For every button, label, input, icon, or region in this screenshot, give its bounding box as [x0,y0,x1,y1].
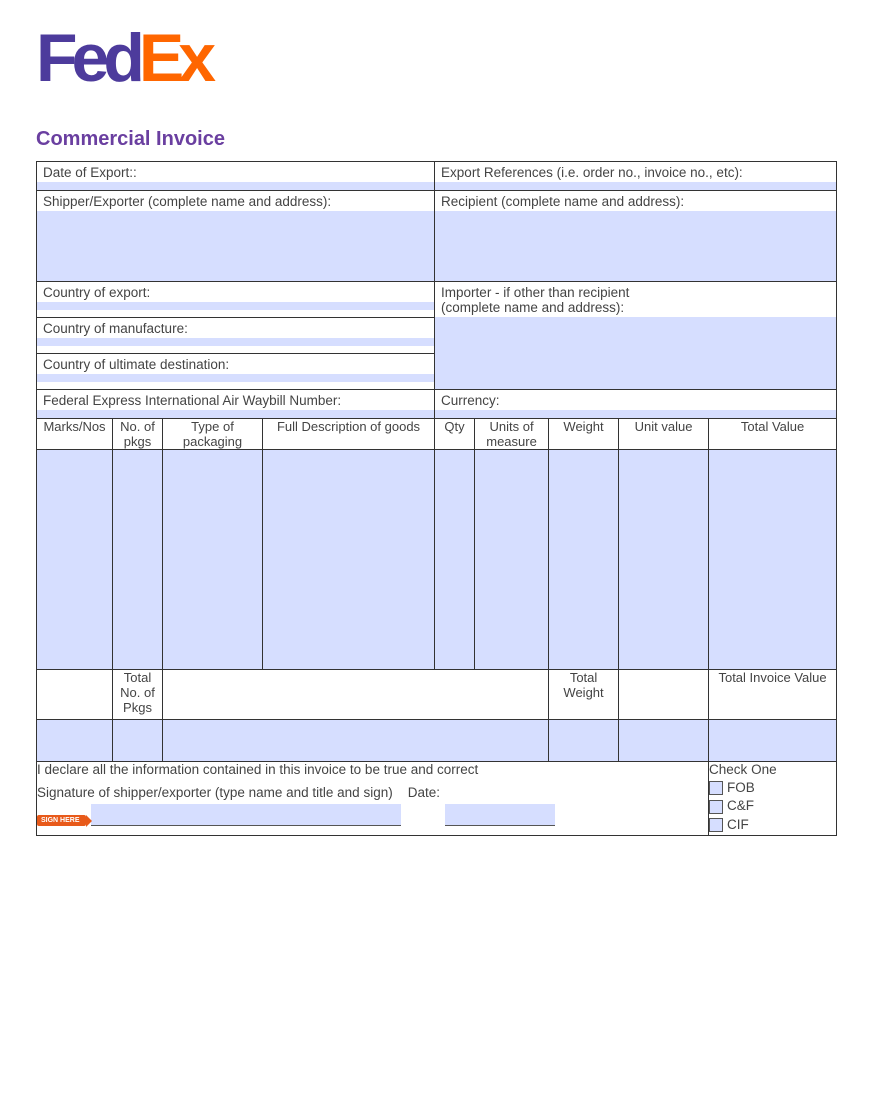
col-no-pkgs: No. of pkgs [113,418,163,449]
label-recipient: Recipient (complete name and address): [435,191,836,211]
input-country-destination[interactable] [37,374,434,382]
declaration-text: I declare all the information contained … [37,762,708,777]
input-shipper[interactable] [37,211,434,281]
input-full-desc[interactable] [263,449,435,669]
items-header-row: Marks/Nos No. of pkgs Type of packaging … [37,418,837,449]
date-label: Date: [408,785,440,800]
input-total-pkgs[interactable] [113,719,163,761]
input-export-references[interactable] [435,182,836,190]
input-totals-1[interactable] [37,719,113,761]
input-no-pkgs[interactable] [113,449,163,669]
input-awb[interactable] [37,410,434,418]
totals-label-row: Total No. of Pkgs Total Weight Total Inv… [37,669,837,719]
label-country-export: Country of export: [37,282,434,302]
label-total-pkgs: Total No. of Pkgs [113,669,163,719]
input-date[interactable] [445,804,555,826]
fedex-logo: FedEx [36,30,838,88]
check-one-cell: Check One FOB C&F CIF [709,761,837,835]
input-units[interactable] [475,449,549,669]
label-fob: FOB [727,780,755,795]
label-currency: Currency: [435,390,836,410]
input-unit-value[interactable] [619,449,709,669]
label-importer: Importer - if other than recipient (comp… [435,282,836,317]
label-cif: CIF [727,817,749,832]
label-export-references: Export References (i.e. order no., invoi… [435,162,836,182]
col-units: Units of measure [475,418,549,449]
check-one-title: Check One [709,762,836,777]
input-country-manufacture[interactable] [37,338,434,346]
col-type-pkg: Type of packaging [163,418,263,449]
label-importer-line2: (complete name and address): [441,300,624,315]
logo-ex: Ex [139,20,210,96]
input-total-invoice[interactable] [709,719,837,761]
items-body-row [37,449,837,669]
col-qty: Qty [435,418,475,449]
col-weight: Weight [549,418,619,449]
input-date-of-export[interactable] [37,182,434,190]
input-currency[interactable] [435,410,836,418]
input-total-value[interactable] [709,449,837,669]
input-importer[interactable] [435,317,836,389]
label-shipper: Shipper/Exporter (complete name and addr… [37,191,434,211]
checkbox-cif[interactable] [709,818,723,832]
input-type-pkg[interactable] [163,449,263,669]
input-total-weight[interactable] [549,719,619,761]
col-full-desc: Full Description of goods [263,418,435,449]
totals-value-row [37,719,837,761]
col-total-value: Total Value [709,418,837,449]
checkbox-fob[interactable] [709,781,723,795]
checkbox-cf[interactable] [709,800,723,814]
input-totals-mid[interactable] [163,719,549,761]
logo-fed: Fed [36,20,139,96]
label-total-invoice: Total Invoice Value [709,669,837,719]
label-date-of-export: Date of Export:: [37,162,434,182]
signature-label: Signature of shipper/exporter (type name… [37,785,393,800]
declaration-cell: I declare all the information contained … [37,761,709,835]
input-country-export[interactable] [37,302,434,310]
label-country-manufacture: Country of manufacture: [37,318,434,338]
input-recipient[interactable] [435,211,836,281]
invoice-form: Date of Export:: Export References (i.e.… [36,161,837,836]
label-awb: Federal Express International Air Waybil… [37,390,434,410]
input-totals-unit[interactable] [619,719,709,761]
input-qty[interactable] [435,449,475,669]
input-weight[interactable] [549,449,619,669]
label-importer-line1: Importer - if other than recipient [441,285,629,300]
label-total-weight: Total Weight [549,669,619,719]
input-signature[interactable] [91,804,401,826]
label-country-destination: Country of ultimate destination: [37,354,434,374]
col-unit-value: Unit value [619,418,709,449]
col-marks: Marks/Nos [37,418,113,449]
document-title: Commercial Invoice [36,128,838,151]
label-cf: C&F [727,798,754,813]
sign-here-tag: SIGN HERE [37,815,86,826]
input-marks[interactable] [37,449,113,669]
